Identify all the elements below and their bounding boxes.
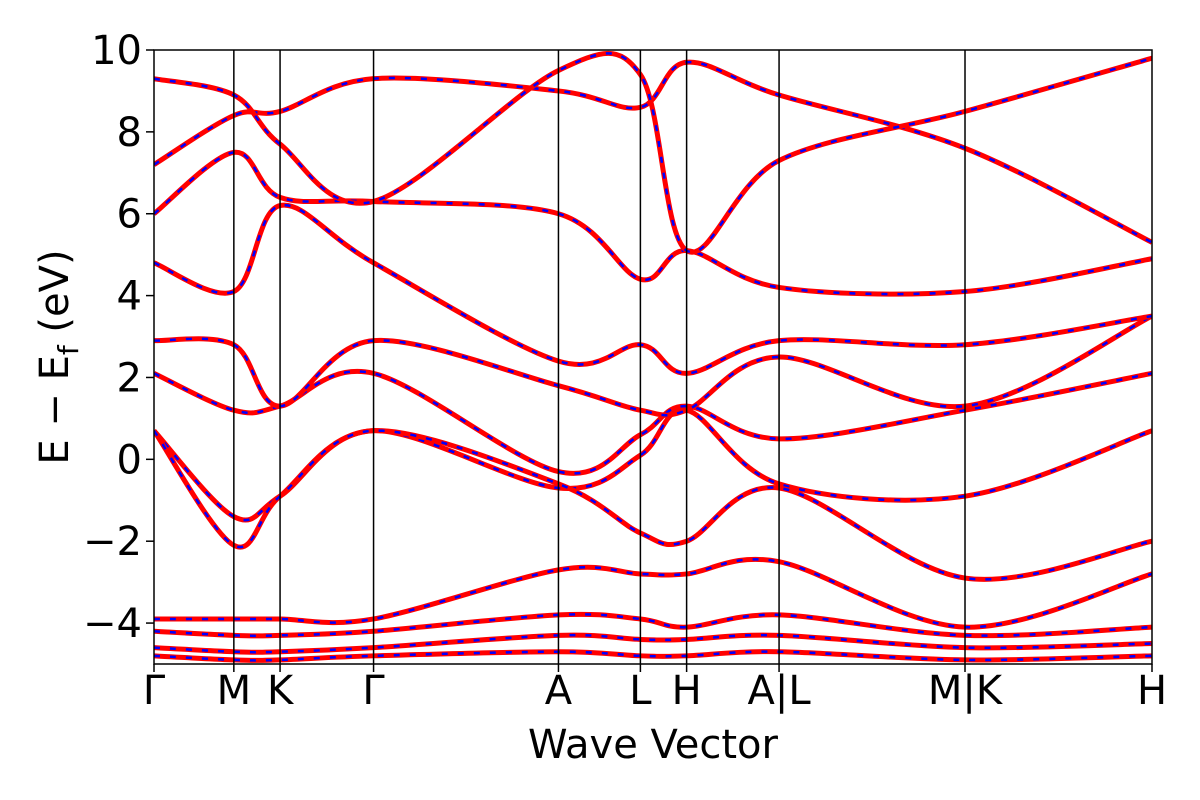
band-line-solid-7 bbox=[154, 649, 1152, 663]
x-tick-label-5: L bbox=[629, 668, 652, 714]
band-line-solid-2 bbox=[154, 313, 1152, 418]
band-line-solid-11 bbox=[154, 50, 1152, 255]
y-axis-title: E − Ef (eV) bbox=[32, 249, 85, 464]
x-tick-label-7: A|L bbox=[748, 668, 812, 714]
band-line-dashed-2 bbox=[154, 314, 1152, 417]
band-line-solid-9 bbox=[154, 149, 1152, 297]
band-line-solid-0 bbox=[154, 407, 1152, 523]
band-line-solid-4 bbox=[154, 556, 1152, 630]
band-line-dashed-5 bbox=[154, 613, 1152, 638]
band-line-solid-6 bbox=[154, 632, 1152, 655]
y-tick-label-1: −2 bbox=[83, 519, 142, 565]
x-axis-title: Wave Vector bbox=[528, 722, 779, 768]
x-tick-label-1: M bbox=[217, 668, 252, 714]
y-axis-title-lead: E − E bbox=[32, 355, 78, 465]
band-line-dashed-8 bbox=[154, 203, 1152, 375]
x-tick-label-8: M|K bbox=[928, 668, 1004, 714]
y-tick-label-7: 10 bbox=[91, 28, 142, 74]
y-tick-label-2: 0 bbox=[117, 437, 142, 483]
band-line-dashed-9 bbox=[154, 151, 1152, 296]
y-tick-label-3: 2 bbox=[117, 355, 142, 401]
band-line-solid-3 bbox=[154, 428, 1152, 582]
x-tick-label-0: Γ bbox=[143, 668, 166, 714]
band-line-dashed-3 bbox=[154, 429, 1152, 581]
x-tick-label-9: H bbox=[1137, 668, 1167, 714]
x-tick-label-3: Γ bbox=[362, 668, 385, 714]
y-tick-label-6: 8 bbox=[117, 110, 142, 156]
x-axis: Γ M K Γ A L H A|L M|K H bbox=[143, 664, 1167, 714]
band-line-dashed-4 bbox=[154, 558, 1152, 629]
band-line-dashed-10 bbox=[154, 61, 1152, 244]
band-line-dashed-11 bbox=[154, 52, 1152, 254]
y-axis: −4 −2 0 2 4 6 8 10 bbox=[83, 28, 154, 647]
y-tick-label-5: 6 bbox=[117, 192, 142, 238]
x-tick-label-6: H bbox=[672, 668, 702, 714]
y-axis-title-tail: (eV) bbox=[32, 249, 78, 345]
band-line-solid-10 bbox=[154, 59, 1152, 245]
x-tick-label-4: A bbox=[545, 668, 573, 714]
y-axis-title-sub: f bbox=[52, 344, 85, 355]
bands-layer bbox=[154, 50, 1152, 663]
y-tick-label-4: 4 bbox=[117, 274, 142, 320]
band-line-dashed-1 bbox=[154, 370, 1152, 475]
x-tick-label-2: K bbox=[267, 668, 295, 714]
kpoint-lines bbox=[233, 50, 966, 664]
plot-frame bbox=[153, 49, 1153, 665]
y-tick-label-0: −4 bbox=[83, 601, 142, 647]
